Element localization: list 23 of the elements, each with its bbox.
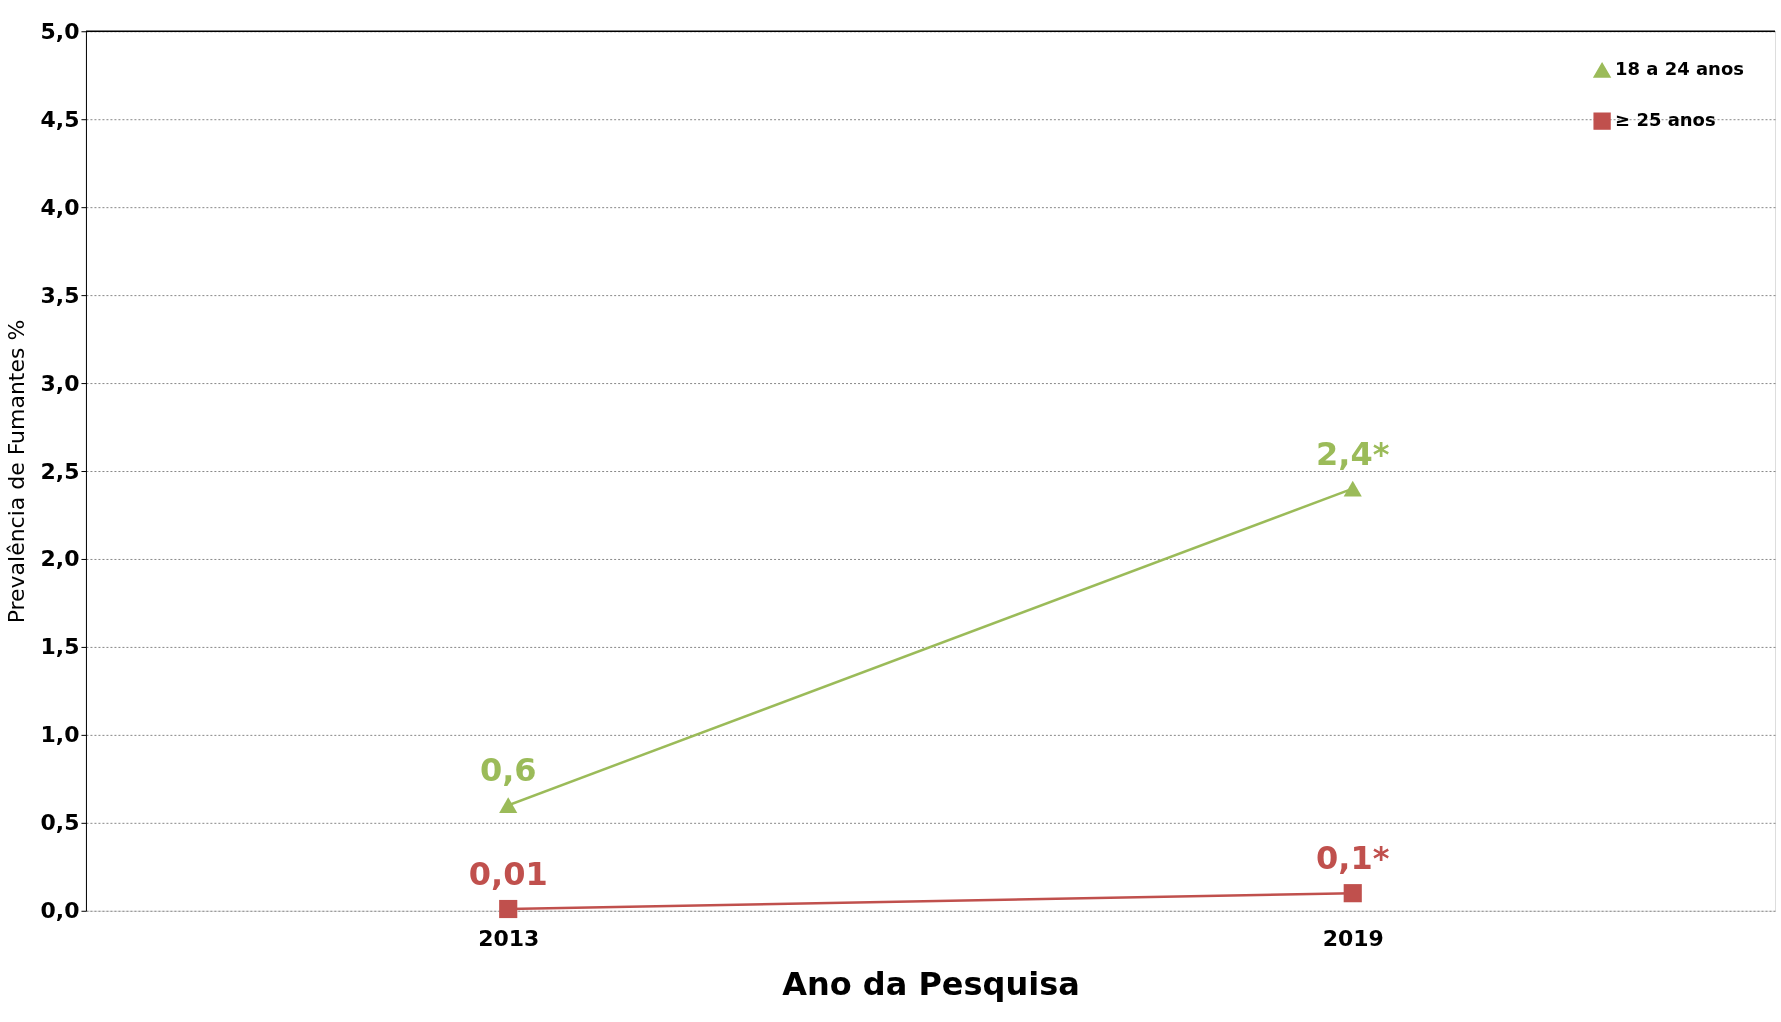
- legend-label: 18 a 24 anos: [1615, 58, 1744, 80]
- legend-label: ≥ 25 anos: [1615, 109, 1716, 131]
- y-tick-label: 1,0: [40, 722, 80, 748]
- data-label: 0,6: [479, 751, 537, 790]
- data-label: 2,4*: [1316, 434, 1390, 473]
- y-tick-label: 0,0: [40, 898, 80, 924]
- y-tick-label: 4,0: [40, 194, 80, 220]
- y-tick-label: 2,5: [40, 458, 80, 484]
- y-tick-label: 4,5: [40, 106, 80, 132]
- data-label: 0,1*: [1316, 839, 1390, 878]
- x-axis-title: Ano da Pesquisa: [782, 965, 1080, 1004]
- y-tick-label: 5,0: [40, 18, 80, 44]
- y-tick-label: 0,5: [40, 810, 80, 836]
- x-tick-label: 2019: [1322, 926, 1384, 952]
- y-tick-label: 2,0: [40, 546, 80, 572]
- y-tick-label: 3,0: [40, 370, 80, 396]
- point: [1343, 884, 1362, 903]
- data-label: 0,01: [468, 855, 548, 894]
- point: [499, 899, 518, 919]
- x-tick-label: 2013: [478, 926, 540, 952]
- y-tick-label: 1,5: [40, 634, 80, 660]
- y-axis-title: Prevalência de Fumantes %: [3, 319, 29, 624]
- y-tick-label: 3,5: [40, 282, 80, 308]
